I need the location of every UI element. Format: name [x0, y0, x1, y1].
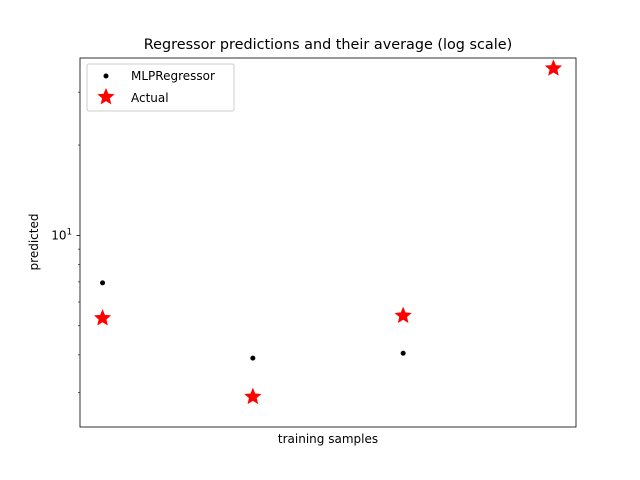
legend-dot-icon: [103, 73, 109, 79]
actual-point-0: [93, 309, 112, 326]
actual-point-1: [244, 387, 262, 405]
legend-marker-actual: [97, 87, 115, 105]
actual-point-3: [544, 59, 563, 76]
legend-label-actual: Actual: [131, 91, 169, 105]
y-tick-label: 101: [51, 227, 72, 242]
mlpregressor-point-2: [400, 350, 406, 356]
mlpregressor-point-0: [100, 280, 106, 286]
mlpregressor-point-1: [250, 355, 256, 361]
chart-title: Regressor predictions and their average …: [144, 37, 512, 53]
legend: MLPRegressor Actual: [86, 63, 235, 112]
legend-frame: [86, 63, 235, 112]
axes-frame: [79, 57, 577, 428]
x-axis-label: training samples: [278, 432, 378, 446]
legend-label-mlpregressor: MLPRegressor: [131, 69, 215, 83]
legend-star-icon: [97, 87, 115, 105]
legend-marker-mlpregressor: [103, 73, 109, 79]
plot-area: [93, 59, 563, 405]
y-axis: 101: [51, 91, 80, 393]
y-axis-label: predicted: [27, 214, 41, 271]
actual-point-2: [394, 306, 412, 324]
